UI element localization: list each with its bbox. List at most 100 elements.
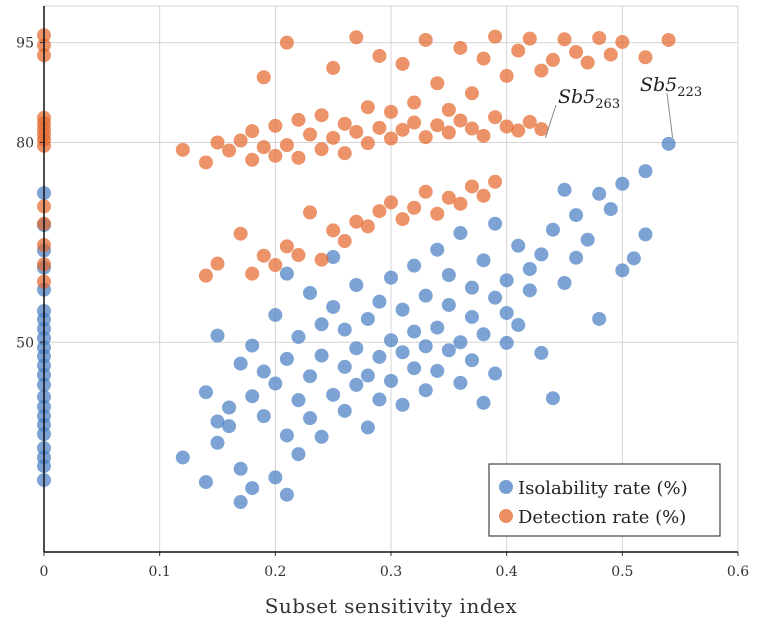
data-point — [349, 277, 364, 292]
data-point — [279, 35, 294, 50]
data-point — [511, 238, 526, 253]
data-point — [476, 327, 491, 342]
data-point — [210, 135, 225, 150]
data-point — [349, 214, 364, 229]
data-point — [499, 68, 514, 83]
data-point — [395, 212, 410, 227]
data-point — [337, 322, 352, 337]
data-point — [233, 356, 248, 371]
data-point — [441, 297, 456, 312]
data-point — [314, 142, 329, 157]
data-point — [175, 142, 190, 157]
data-point — [326, 130, 341, 145]
data-point — [580, 55, 595, 70]
data-point — [233, 461, 248, 476]
data-point — [384, 333, 398, 348]
annotation-leader — [666, 92, 674, 138]
data-point — [661, 32, 676, 47]
data-point — [511, 317, 526, 332]
data-point — [256, 248, 271, 263]
x-tick-label: 0.4 — [496, 564, 518, 580]
data-point — [441, 190, 456, 205]
data-point — [233, 133, 248, 148]
data-point — [661, 136, 676, 151]
data-point — [291, 447, 306, 462]
data-point — [522, 31, 537, 46]
data-point — [418, 383, 433, 398]
data-point — [349, 124, 364, 139]
data-point — [314, 348, 329, 363]
data-point — [511, 123, 526, 138]
data-point — [430, 320, 445, 335]
data-point — [372, 392, 387, 407]
data-point — [198, 155, 213, 170]
data-point — [430, 118, 445, 133]
data-point — [395, 345, 410, 360]
data-point — [395, 56, 410, 71]
data-point — [198, 268, 213, 283]
data-point — [522, 114, 537, 129]
data-point — [453, 226, 468, 241]
data-point — [464, 353, 479, 368]
data-point — [638, 50, 653, 65]
data-point — [245, 338, 260, 353]
data-point — [314, 317, 329, 332]
data-point — [222, 143, 237, 158]
data-point — [256, 364, 271, 379]
data-point — [476, 395, 491, 410]
data-point — [384, 131, 398, 146]
data-point — [476, 188, 491, 203]
data-point — [337, 403, 352, 418]
data-point — [453, 375, 468, 390]
data-point — [372, 294, 387, 309]
legend: Isolability rate (%) Detection rate (%) — [488, 463, 721, 537]
data-point — [407, 324, 422, 339]
data-point — [291, 248, 306, 263]
data-point — [534, 247, 549, 262]
data-point — [326, 250, 341, 265]
data-point — [245, 481, 260, 496]
data-point — [349, 377, 364, 392]
data-point — [511, 43, 526, 58]
data-point — [592, 30, 607, 45]
data-point — [430, 206, 445, 221]
data-point — [464, 309, 479, 324]
annotation-label: Sb5263 — [558, 86, 620, 112]
data-point — [384, 104, 398, 119]
data-point — [279, 428, 294, 443]
data-point — [441, 125, 456, 140]
data-point — [326, 387, 341, 402]
data-point — [499, 335, 514, 350]
series-isolability — [37, 136, 676, 510]
data-point — [488, 174, 503, 189]
data-point — [557, 32, 572, 47]
data-point — [360, 100, 375, 115]
data-point — [592, 186, 607, 201]
data-point — [418, 130, 433, 145]
data-point — [314, 108, 329, 123]
data-point — [303, 127, 318, 142]
data-point — [256, 140, 271, 155]
data-point — [222, 419, 237, 434]
annotation-label: Sb5223 — [640, 74, 702, 100]
data-point — [626, 251, 641, 266]
data-point — [384, 373, 398, 388]
data-point — [360, 420, 375, 435]
data-point — [245, 124, 260, 139]
data-point — [291, 329, 306, 344]
data-point — [407, 115, 422, 130]
data-point — [337, 116, 352, 131]
data-point — [441, 102, 456, 117]
data-point — [407, 200, 422, 215]
legend-label-detection: Detection rate (%) — [518, 507, 686, 528]
data-point — [314, 429, 329, 444]
data-point — [291, 393, 306, 408]
data-point — [303, 285, 318, 300]
y-tick-label: 80 — [16, 136, 34, 152]
data-point — [499, 119, 514, 134]
data-point — [476, 128, 491, 143]
data-point — [580, 232, 595, 247]
data-point — [569, 44, 584, 59]
data-point — [418, 339, 433, 354]
data-point — [592, 311, 607, 326]
